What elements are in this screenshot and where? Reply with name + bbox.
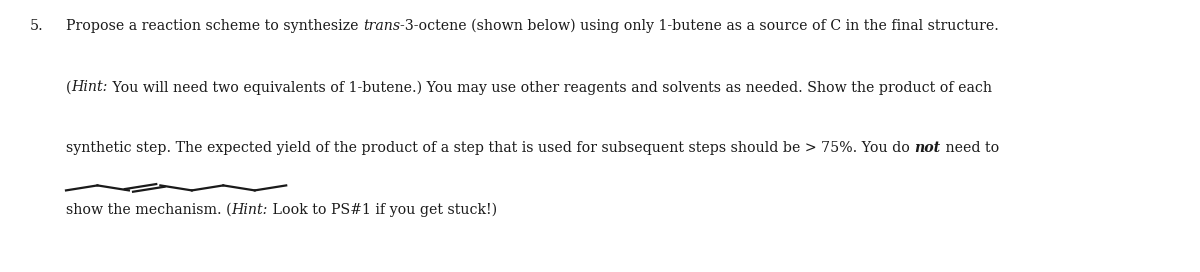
Text: Hint:: Hint: xyxy=(232,203,268,217)
Text: show the mechanism. (: show the mechanism. ( xyxy=(66,203,232,217)
Text: trans: trans xyxy=(364,19,400,33)
Text: synthetic step. The expected yield of the product of a step that is used for sub: synthetic step. The expected yield of th… xyxy=(66,141,914,155)
Text: (: ( xyxy=(66,80,72,94)
Text: not: not xyxy=(914,141,941,155)
Text: -3-octene (shown below) using only 1-butene as a source of C in the final struct: -3-octene (shown below) using only 1-but… xyxy=(400,19,998,33)
Text: Look to PS#1 if you get stuck!): Look to PS#1 if you get stuck!) xyxy=(268,203,497,217)
Text: 5.: 5. xyxy=(30,19,43,33)
Text: You will need two equivalents of 1-butene.) You may use other reagents and solve: You will need two equivalents of 1-buten… xyxy=(108,80,992,95)
Text: Hint:: Hint: xyxy=(72,80,108,94)
Text: need to: need to xyxy=(941,141,998,155)
Text: Propose a reaction scheme to synthesize: Propose a reaction scheme to synthesize xyxy=(66,19,364,33)
